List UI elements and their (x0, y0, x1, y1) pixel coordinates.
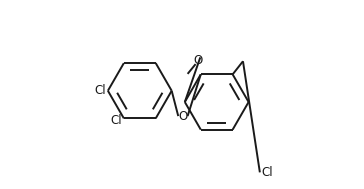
Text: O: O (193, 54, 203, 67)
Text: Cl: Cl (110, 114, 122, 127)
Text: Cl: Cl (94, 84, 106, 97)
Text: Cl: Cl (262, 166, 273, 179)
Text: O: O (178, 110, 187, 123)
